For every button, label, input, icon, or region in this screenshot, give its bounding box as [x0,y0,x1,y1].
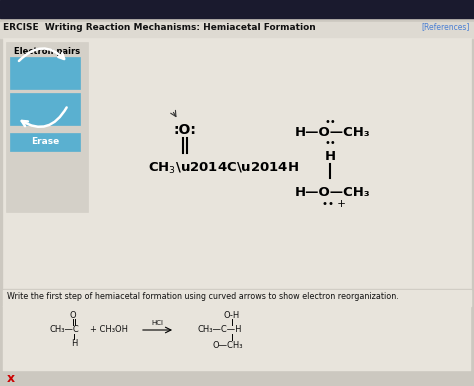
Bar [0,0,474,18]
Text: ERCISE  Writing Reaction Mechanisms: Hemiacetal Formation: ERCISE Writing Reaction Mechanisms: Hemi… [3,23,316,32]
Text: H—O—CH₃: H—O—CH₃ [295,186,371,198]
Text: [References]: [References] [422,22,470,31]
Text: CH$_3$\u2014C\u2014H: CH$_3$\u2014C\u2014H [148,161,299,176]
Text: HCl: HCl [151,320,163,326]
Bar [3,38,471,288]
Text: O—CH₃: O—CH₃ [213,340,243,349]
Text: + CH₃OH: + CH₃OH [90,325,128,335]
Text: :O:: :O: [173,123,196,137]
Text: Electron pairs: Electron pairs [14,47,80,56]
Text: O-H: O-H [224,310,240,320]
Text: •• +: •• + [322,199,346,209]
Text: O: O [70,310,76,320]
Bar [10,57,80,89]
Bar [3,306,471,371]
Bar [0,22,474,38]
Text: CH₃—C—H: CH₃—C—H [198,325,243,335]
Bar [3,290,471,306]
Text: Write the first step of hemiacetal formation using curved arrows to show electro: Write the first step of hemiacetal forma… [7,292,399,301]
Text: H: H [324,151,336,164]
Text: CH₃—C: CH₃—C [50,325,80,335]
Text: H: H [71,339,77,347]
Text: H—O—CH₃: H—O—CH₃ [295,125,371,139]
Text: Erase: Erase [31,137,59,147]
Text: x: x [7,371,15,384]
Bar [10,93,80,125]
Text: ••: •• [324,138,336,148]
Bar [6,42,88,212]
Text: ••: •• [324,117,336,127]
Bar [10,133,80,151]
